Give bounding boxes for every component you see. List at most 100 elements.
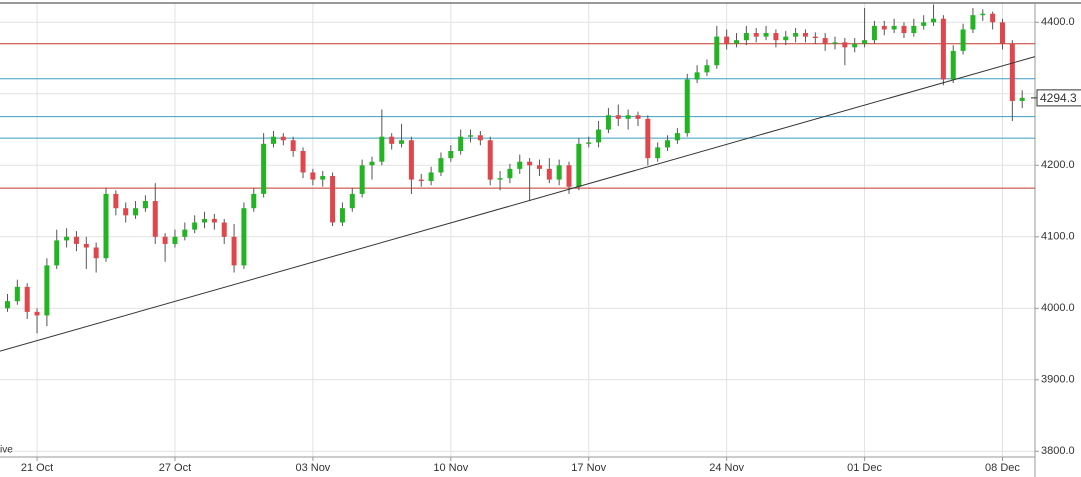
candle-body (54, 240, 60, 266)
candle-body (674, 133, 680, 141)
candle-body (812, 36, 818, 39)
candle-body (536, 165, 542, 169)
y-tick-label: 4000.0 (1041, 302, 1075, 314)
candle-body (477, 135, 483, 141)
y-tick-label: 4200.0 (1041, 159, 1075, 171)
candle-body (428, 172, 434, 182)
candle-body (34, 311, 40, 316)
candle-body (625, 115, 631, 119)
candle-body (64, 236, 70, 241)
x-tick-label: 21 Oct (21, 462, 53, 474)
candle-body (586, 142, 592, 144)
candle-body (546, 168, 552, 180)
candle-body (576, 143, 582, 187)
y-tick-label: 3900.0 (1041, 374, 1075, 386)
candle-body (743, 33, 749, 41)
candle-body (881, 25, 887, 30)
x-tick-label: 24 Nov (709, 462, 744, 474)
candle-body (458, 136, 464, 151)
x-tick-label: 01 Dec (847, 462, 882, 474)
candle-body (310, 172, 316, 180)
candle-body (83, 243, 89, 248)
candle-body (763, 33, 769, 37)
candle-body (261, 143, 267, 194)
candle-body (980, 13, 986, 16)
x-tick-label: 08 Dec (985, 462, 1020, 474)
candle-body (231, 236, 237, 266)
candle-body (399, 140, 405, 144)
candle-body (852, 43, 858, 48)
candle-body (468, 135, 474, 137)
candle-body (497, 178, 503, 180)
candle-body (891, 25, 897, 30)
candle-body (931, 18, 937, 23)
price-tag-label: 4294.3 (1040, 91, 1077, 105)
candle-body (487, 140, 493, 180)
y-tick-label: 4400.0 (1041, 16, 1075, 28)
candle-body (862, 40, 868, 44)
candle-body (221, 222, 227, 237)
candle-body (655, 147, 661, 159)
candle-body (901, 25, 907, 34)
candle-body (684, 79, 690, 134)
candle-body (448, 150, 454, 159)
candle-body (359, 165, 365, 194)
candle-body (783, 36, 789, 41)
candle-body (753, 33, 759, 37)
candle-body (832, 42, 838, 44)
candle-body (290, 140, 296, 151)
candle-body (300, 150, 306, 173)
candle-body (802, 33, 808, 37)
x-tick-label: 03 Nov (295, 462, 330, 474)
candle-body (73, 236, 79, 244)
candle-body (665, 140, 671, 148)
candle-body (142, 201, 148, 209)
candle-body (103, 193, 109, 259)
candle-body (940, 18, 946, 80)
candle-body (320, 176, 326, 180)
candle-body (793, 33, 799, 37)
candle-body (990, 13, 996, 23)
candle-body (438, 158, 444, 173)
candle-body (704, 65, 710, 73)
candle-body (172, 236, 178, 244)
candle-body (211, 218, 217, 223)
x-tick-label: 17 Nov (571, 462, 606, 474)
candle-body (1009, 43, 1015, 101)
candle-body (733, 40, 739, 44)
candle-body (330, 176, 336, 223)
candle-body (596, 129, 602, 143)
candle-body (270, 136, 276, 144)
candle-body (251, 193, 257, 209)
candle-body (133, 208, 139, 216)
candle-body (970, 15, 976, 30)
y-tick-label: 3800.0 (1041, 445, 1075, 457)
candle-body (123, 208, 129, 216)
candle-body (162, 236, 168, 244)
candle-body (615, 115, 621, 119)
y-tick-label: 4100.0 (1041, 231, 1075, 243)
candle-body (202, 218, 208, 223)
candle-body (44, 265, 50, 316)
candle-body (14, 286, 20, 302)
candle-body (507, 168, 513, 179)
candle-body (773, 33, 779, 41)
candle-body (911, 25, 917, 34)
candle-body (339, 208, 345, 223)
candle-body (950, 50, 956, 80)
price-tag (1036, 89, 1081, 107)
candle-body (871, 25, 877, 41)
candle-body (566, 165, 572, 187)
candle-body (645, 118, 651, 159)
candle-body (152, 201, 158, 237)
candle-body (408, 140, 414, 180)
candle-body (113, 193, 119, 209)
candle-body (556, 165, 562, 180)
x-tick-label: 27 Oct (159, 462, 191, 474)
candle-body (714, 36, 720, 66)
candle-body (24, 286, 30, 312)
candle-body (93, 247, 99, 259)
candle-body (694, 72, 700, 80)
candle-body (182, 229, 188, 237)
